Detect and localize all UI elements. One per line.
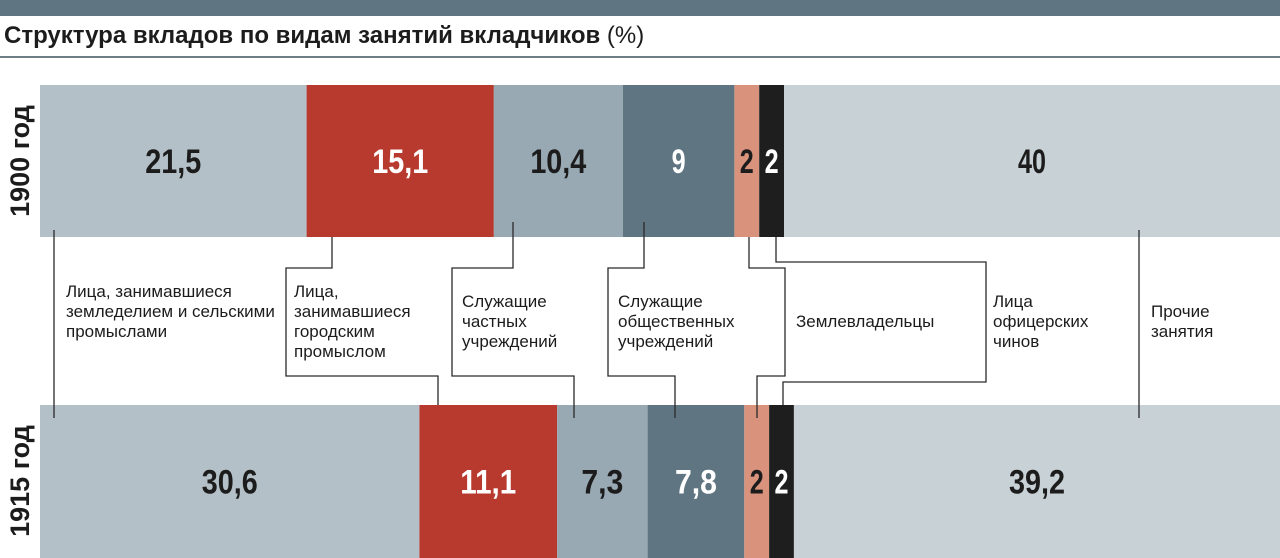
bar-1915-segment-1 (419, 405, 558, 558)
value-label-1900-5: 2 (765, 143, 779, 181)
value-label-1900-3: 9 (672, 143, 686, 181)
chart-title-main: Структура вкладов по видам занятий вклад… (4, 22, 601, 49)
bar-1915-segment-4 (744, 405, 770, 558)
bar-1915-segment-6 (793, 405, 1280, 558)
value-label-1900-0: 21,5 (145, 143, 201, 181)
title-rule (0, 56, 1280, 58)
bar-1900-segment-1 (306, 85, 494, 237)
category-label-urban-trade: Лица, занимавшиеся городским промыслом (294, 282, 411, 361)
leader-line-2 (451, 222, 575, 418)
category-label-public-employees: Служащие общественных учреждений (618, 292, 735, 351)
bar-1915-segment-2 (557, 405, 648, 558)
value-label-1915-4: 2 (750, 464, 764, 502)
value-label-1915-0: 30,6 (202, 464, 258, 502)
value-label-1915-3: 7,8 (675, 464, 717, 502)
bar-1900-segment-2 (493, 85, 623, 237)
bar-1915-segment-5 (769, 405, 794, 558)
bar-1900-segment-4 (734, 85, 760, 237)
value-label-1915-1: 11,1 (460, 464, 516, 502)
leader-line-4 (748, 237, 786, 418)
value-label-1900-1: 15,1 (372, 143, 428, 181)
value-label-1915-6: 39,2 (1009, 464, 1065, 502)
bar-1915-segment-0 (40, 405, 420, 558)
value-label-1900-6: 40 (1018, 143, 1046, 181)
category-label-landowners: Землевладельцы (796, 312, 935, 331)
chart-title-unit: (%) (606, 22, 645, 49)
category-label-other: Прочие занятия (1151, 302, 1214, 341)
leader-line-1 (285, 237, 439, 405)
category-label-private-employees: Служащие частных учреждений (462, 292, 558, 351)
chart-title: Структура вкладов по видам занятий вклад… (4, 20, 644, 52)
category-label-officers: Лица офицерских чинов (993, 292, 1089, 351)
top-band (0, 0, 1280, 16)
category-label-agriculture: Лица, занимавшиеся земледелием и сельски… (66, 282, 275, 341)
value-label-1915-5: 2 (775, 464, 789, 502)
bar-1900-segment-3 (622, 85, 735, 237)
leader-line-3 (607, 222, 676, 418)
value-label-1900-4: 2 (740, 143, 754, 181)
value-label-1915-2: 7,3 (581, 464, 623, 502)
bar-1900-segment-0 (40, 85, 307, 237)
bar-1900-segment-5 (759, 85, 784, 237)
leader-line-5 (775, 237, 987, 405)
bar-1900-segment-6 (784, 85, 1280, 237)
bar-1915-segment-3 (647, 405, 745, 558)
value-label-1900-2: 10,4 (530, 143, 586, 181)
